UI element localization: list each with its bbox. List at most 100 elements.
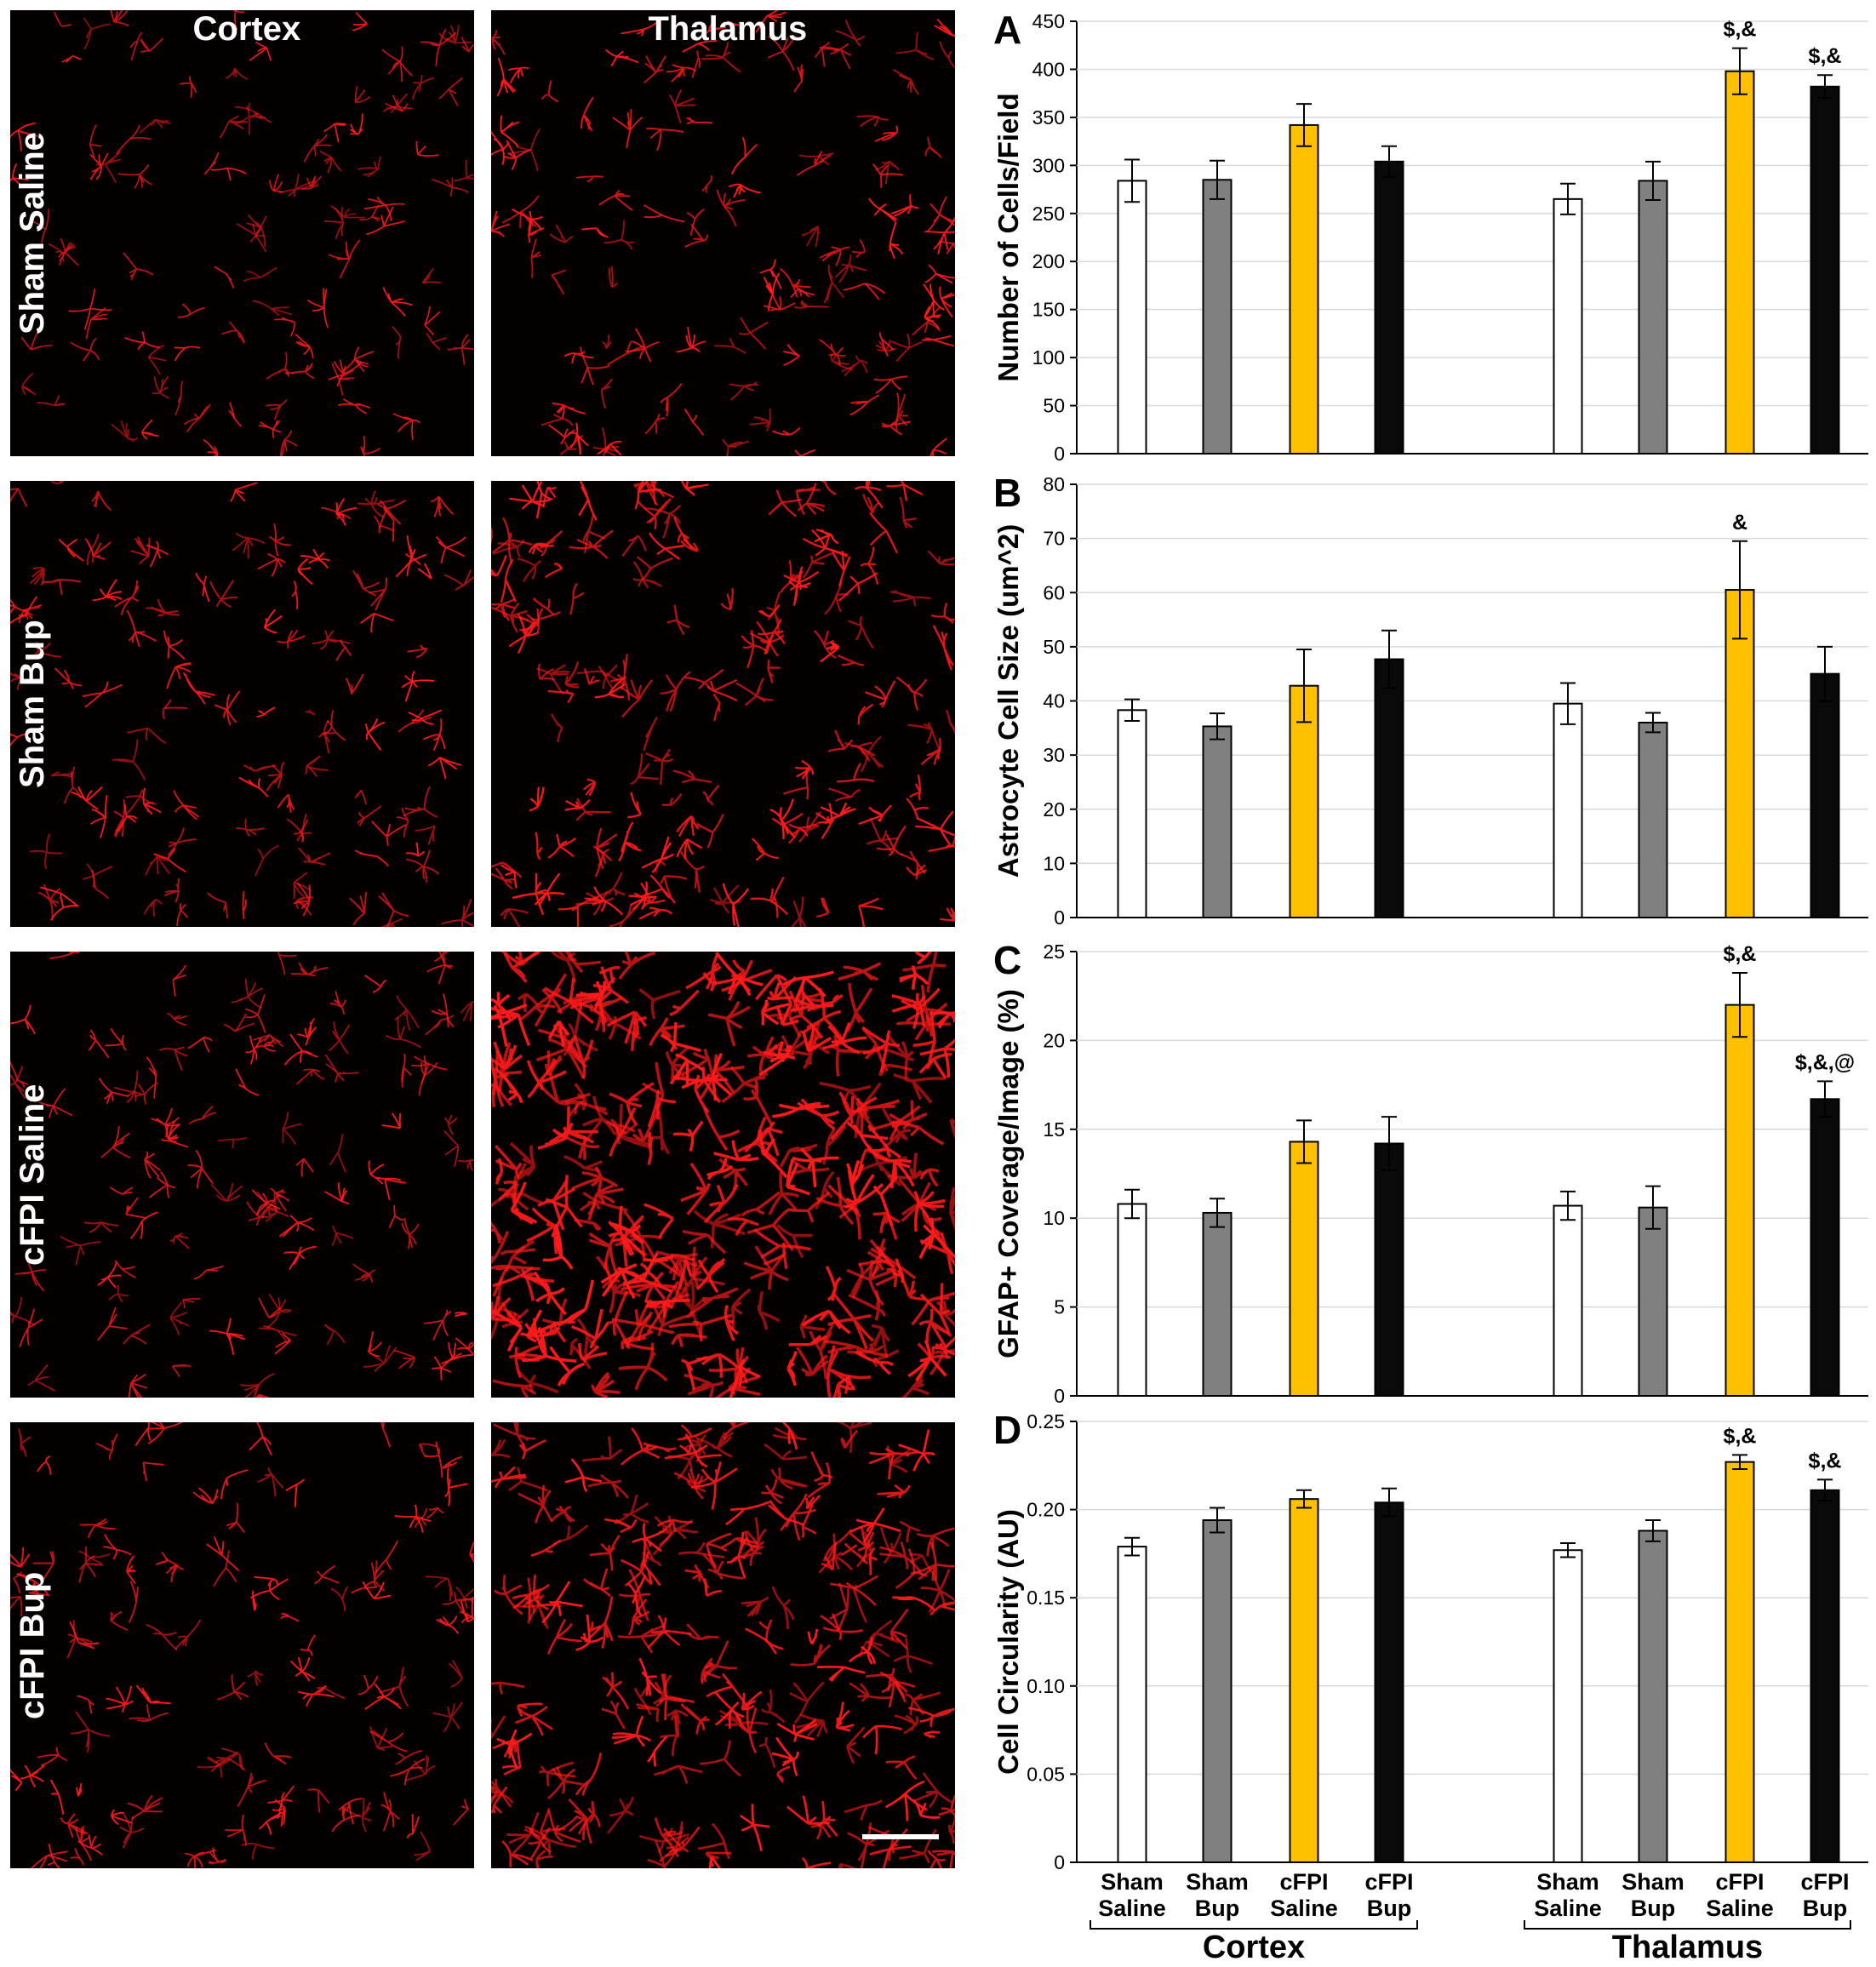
astrocyte-process xyxy=(730,1288,752,1329)
astrocyte-process xyxy=(512,208,543,233)
astrocyte-process xyxy=(458,1159,474,1171)
astrocyte-process xyxy=(293,882,311,917)
x-tick-label: cFPI xyxy=(1800,1869,1849,1895)
astrocyte-process xyxy=(530,1539,562,1557)
astrocyte-process xyxy=(575,798,611,821)
astrocyte-process xyxy=(636,1702,660,1723)
astrocyte-process xyxy=(827,729,854,752)
astrocyte-process xyxy=(868,1448,919,1480)
astrocyte-process xyxy=(647,1840,679,1868)
astrocyte-process xyxy=(537,663,555,681)
astrocyte-process xyxy=(776,1765,791,1783)
astrocyte-process xyxy=(895,392,909,432)
astrocyte-process xyxy=(495,1145,523,1179)
astrocyte-process xyxy=(932,625,954,671)
astrocyte-process xyxy=(357,1674,379,1695)
astrocyte-process xyxy=(949,1118,955,1140)
gfap-stain-texture xyxy=(10,952,474,1398)
astrocyte-process xyxy=(916,1527,955,1557)
astrocyte-process xyxy=(392,325,402,359)
astrocyte-process xyxy=(646,1280,690,1334)
astrocyte-process xyxy=(684,668,724,689)
astrocyte-process xyxy=(741,1191,781,1217)
astrocyte-process xyxy=(279,1215,315,1238)
bar-thalamus-cfpi-bup xyxy=(1810,1098,1840,1397)
astrocyte-process xyxy=(603,1261,641,1313)
astrocyte-process xyxy=(677,1261,725,1299)
astrocyte-process xyxy=(633,481,666,506)
astrocyte-process xyxy=(691,50,701,78)
astrocyte-process xyxy=(783,344,800,366)
astrocyte-process xyxy=(669,989,700,1016)
astrocyte-process xyxy=(329,1134,347,1173)
astrocyte-process xyxy=(844,1170,884,1209)
astrocyte-process xyxy=(448,1660,463,1688)
astrocyte-process xyxy=(896,676,928,711)
gfap-stain-texture xyxy=(10,10,474,456)
astrocyte-process xyxy=(575,891,615,916)
astrocyte-process xyxy=(852,238,867,258)
astrocyte-process xyxy=(889,221,904,260)
astrocyte-process xyxy=(780,1493,817,1541)
astrocyte-process xyxy=(725,1501,770,1526)
astrocyte-process xyxy=(940,907,955,922)
astrocyte-process xyxy=(643,1442,677,1453)
astrocyte-process xyxy=(343,1798,372,1833)
astrocyte-process xyxy=(217,1674,249,1701)
astrocyte-process xyxy=(656,1518,693,1533)
astrocyte-process xyxy=(938,1794,955,1817)
astrocyte-process xyxy=(417,563,432,580)
astrocyte-process xyxy=(352,1263,376,1284)
y-tick-label: 25 xyxy=(1043,941,1065,963)
astrocyte-process xyxy=(105,1027,127,1051)
astrocyte-process xyxy=(555,1129,600,1160)
astrocyte-process xyxy=(829,1582,849,1632)
astrocyte-process xyxy=(838,1862,858,1868)
astrocyte-process xyxy=(535,832,543,861)
astrocyte-process xyxy=(43,579,81,595)
astrocyte-process xyxy=(66,1620,93,1659)
astrocyte-process xyxy=(547,1810,581,1844)
astrocyte-process xyxy=(61,54,82,63)
astrocyte-process xyxy=(795,1346,829,1376)
astrocyte-process xyxy=(729,381,759,401)
astrocyte-process xyxy=(406,1814,420,1839)
astrocyte-process xyxy=(491,1265,540,1297)
y-axis-label: Cell Circularity (AU) xyxy=(992,1509,1024,1775)
astrocyte-process xyxy=(895,31,935,60)
astrocyte-process xyxy=(658,1519,698,1547)
astrocyte-process xyxy=(329,1021,351,1055)
astrocyte-process xyxy=(97,1307,128,1341)
astrocyte-process xyxy=(571,1308,609,1349)
astrocyte-process xyxy=(10,488,28,507)
astrocyte-process xyxy=(509,1141,536,1181)
astrocyte-process xyxy=(236,215,267,253)
astrocyte-process xyxy=(819,246,850,266)
astrocyte-process xyxy=(500,558,517,603)
astrocyte-process xyxy=(577,1800,601,1835)
region-bracket xyxy=(1524,1920,1851,1930)
astrocyte-process xyxy=(460,1600,474,1623)
astrocyte-process xyxy=(612,109,643,149)
scale-bar xyxy=(862,1834,939,1839)
astrocyte-process xyxy=(491,1681,525,1695)
astrocyte-process xyxy=(618,1342,668,1391)
region-label-thalamus: Thalamus xyxy=(1612,1930,1763,1965)
astrocyte-process xyxy=(872,1211,901,1240)
bar-cortex-sham-bup xyxy=(1202,179,1233,455)
astrocyte-process xyxy=(394,1504,432,1533)
astrocyte-process xyxy=(579,346,610,386)
astrocyte-process xyxy=(443,1114,458,1135)
bar-thalamus-sham-bup xyxy=(1638,1206,1668,1397)
astrocyte-process xyxy=(621,535,647,557)
astrocyte-process xyxy=(110,1809,133,1826)
astrocyte-process xyxy=(235,1068,260,1096)
astrocyte-process xyxy=(576,670,625,686)
astrocyte-process xyxy=(423,718,446,751)
astrocyte-process xyxy=(219,115,248,139)
astrocyte-process xyxy=(377,499,407,529)
significance-label: & xyxy=(1732,511,1747,535)
astrocyte-process xyxy=(609,904,639,927)
astrocyte-process xyxy=(706,1673,748,1707)
